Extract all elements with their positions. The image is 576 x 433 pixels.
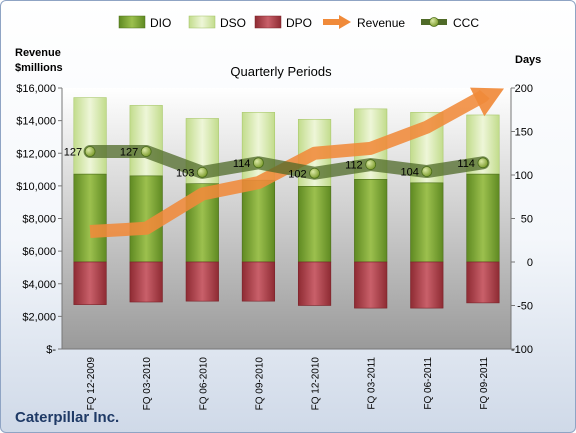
legend-label-dpo: DPO — [286, 16, 312, 30]
dpo-bar — [73, 261, 107, 305]
dpo-bar — [185, 261, 219, 302]
left-axis-title-line2: $millions — [15, 62, 63, 74]
category-label: FQ 06-2010 — [198, 357, 209, 411]
ccc-data-label: 114 — [233, 158, 251, 170]
dio-bar — [410, 182, 444, 263]
left-tick-label: $6,000 — [22, 246, 56, 258]
ccc-data-label: 112 — [345, 160, 363, 172]
legend-label-revenue: Revenue — [357, 16, 405, 30]
dio-bar — [297, 186, 332, 263]
dio-bar — [354, 179, 388, 263]
right-tick-label: 200 — [515, 83, 533, 95]
right-tick-label: 150 — [515, 127, 533, 139]
left-tick-label: $8,000 — [22, 214, 56, 226]
dpo-bar — [410, 261, 444, 309]
ccc-layer: 127 127 103 114 102 112 104 114 — [64, 145, 490, 180]
dso-bar — [73, 97, 107, 175]
category-label: FQ 03-2011 — [367, 357, 378, 410]
legend-label-dio: DIO — [150, 16, 171, 30]
right-tick-label: 0 — [527, 257, 533, 269]
ccc-point — [84, 146, 96, 157]
legend: DIO DSO DPO Revenue CCC — [118, 15, 479, 30]
ccc-data-label: 104 — [400, 167, 418, 179]
ccc-point — [196, 166, 208, 178]
category-label: FQ 06-2011 — [423, 357, 434, 410]
ccc-data-label: 102 — [288, 168, 306, 180]
ticks-layer: $- $2,000 $4,000 $6,000 $8,000 $10,000 $12,000… — [16, 83, 533, 410]
left-tick-label: $2,000 — [22, 311, 56, 323]
legend-swatch-ccc — [421, 17, 447, 27]
legend-swatch-dio — [118, 15, 146, 29]
right-axis-title: Days — [515, 54, 541, 66]
company-name: Caterpillar Inc. — [15, 409, 119, 426]
left-tick-label: $10,000 — [16, 181, 56, 193]
dpo-bar — [129, 261, 163, 303]
category-label: FQ 09-2011 — [479, 357, 490, 410]
revenue-layer — [89, 87, 505, 239]
ccc-point — [140, 146, 152, 157]
dio-bar — [241, 179, 276, 263]
legend-swatch-dso — [188, 15, 216, 29]
left-axis-title-line1: Revenue — [15, 47, 61, 59]
right-tick-label: -50 — [517, 301, 533, 313]
left-tick-label: $14,000 — [16, 116, 56, 128]
category-label: FQ 12-2009 — [86, 357, 97, 411]
dpo-bar — [297, 261, 332, 306]
left-tick-label: $12,000 — [16, 148, 56, 160]
right-tick-label: 50 — [521, 214, 533, 226]
revenue-line — [89, 89, 490, 239]
left-tick-label: $4,000 — [22, 279, 56, 291]
category-label: FQ 03-2010 — [142, 357, 153, 411]
dpo-bar — [466, 261, 500, 304]
legend-swatch-revenue — [323, 15, 351, 29]
left-tick-label: $16,000 — [16, 83, 56, 95]
dio-bar — [466, 173, 500, 263]
category-label: FQ 09-2010 — [254, 357, 265, 411]
left-tick-label: $- — [46, 344, 56, 356]
ccc-point — [365, 159, 377, 170]
ccc-point — [253, 157, 264, 169]
category-label: FQ 12-2010 — [311, 357, 322, 411]
dso-bar — [129, 105, 163, 177]
dpo-bar — [354, 261, 388, 309]
legend-label-dso: DSO — [220, 16, 246, 30]
legend-swatch-dpo — [254, 15, 282, 29]
legend-label-ccc: CCC — [453, 16, 479, 30]
ccc-data-label: 127 — [120, 147, 138, 159]
ccc-data-label: 127 — [64, 147, 82, 159]
ccc-data-label: 103 — [176, 167, 194, 179]
ccc-point — [309, 167, 320, 179]
dpo-bar — [241, 261, 276, 302]
revenue-arrowhead — [470, 87, 505, 117]
plot-area — [62, 88, 511, 349]
ccc-point — [421, 166, 433, 177]
right-tick-label: -100 — [511, 344, 533, 356]
dio-bar — [73, 173, 107, 263]
ccc-data-label: 114 — [457, 158, 475, 170]
ccc-point — [477, 157, 489, 169]
ccc-line — [83, 145, 490, 180]
chart-title: Quarterly Periods — [230, 64, 332, 79]
right-tick-label: 100 — [515, 170, 533, 182]
